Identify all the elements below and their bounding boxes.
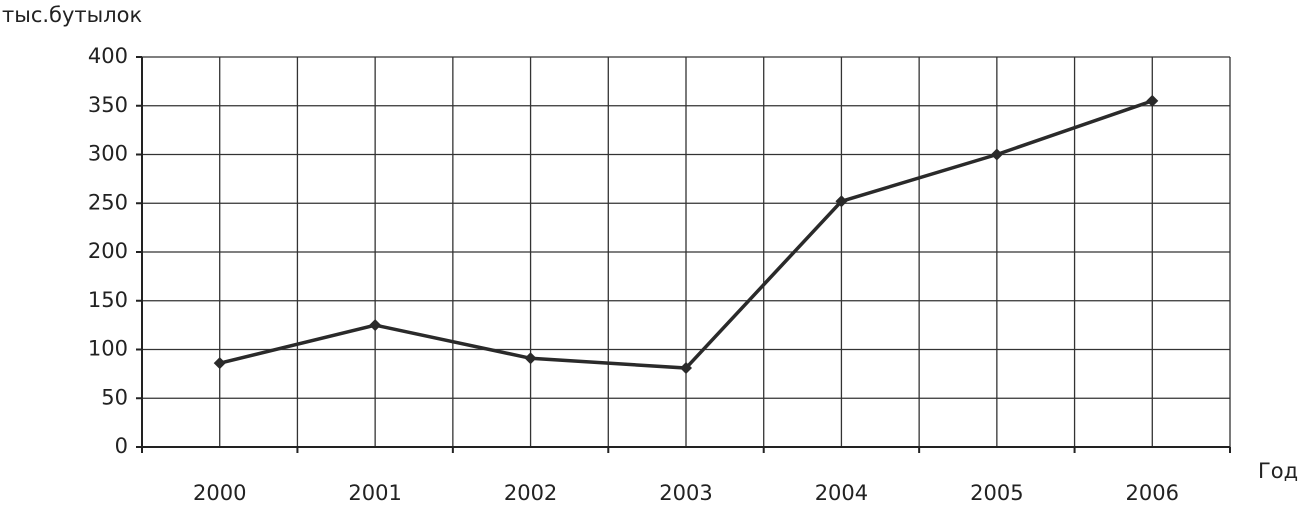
data-point [680,362,692,375]
y-tick-label: 150 [88,288,128,312]
x-tick-label: 2000 [193,481,246,505]
y-tick-label: 400 [88,44,128,68]
x-tick-label: 2005 [970,481,1023,505]
y-tick-label: 250 [88,190,128,214]
x-tick-label: 2004 [815,481,868,505]
y-tick-label: 300 [88,142,128,166]
data-point [213,357,226,370]
data-point [369,319,382,332]
y-tick-label: 350 [88,93,128,117]
x-tick-label: 2006 [1126,481,1179,505]
data-point [1146,94,1159,107]
y-axis-label: тыс.бутылок [2,3,142,27]
y-tick-label: 0 [115,434,128,458]
x-axis-label: Год [1258,459,1298,483]
x-tick-label: 2002 [504,481,557,505]
x-tick-label: 2001 [348,481,401,505]
y-tick-label: 50 [101,385,128,409]
data-point [990,148,1003,161]
x-tick-label: 2003 [659,481,712,505]
data-point [524,352,537,365]
data-point [835,195,848,208]
y-tick-label: 100 [88,337,128,361]
y-tick-label: 200 [88,239,128,263]
